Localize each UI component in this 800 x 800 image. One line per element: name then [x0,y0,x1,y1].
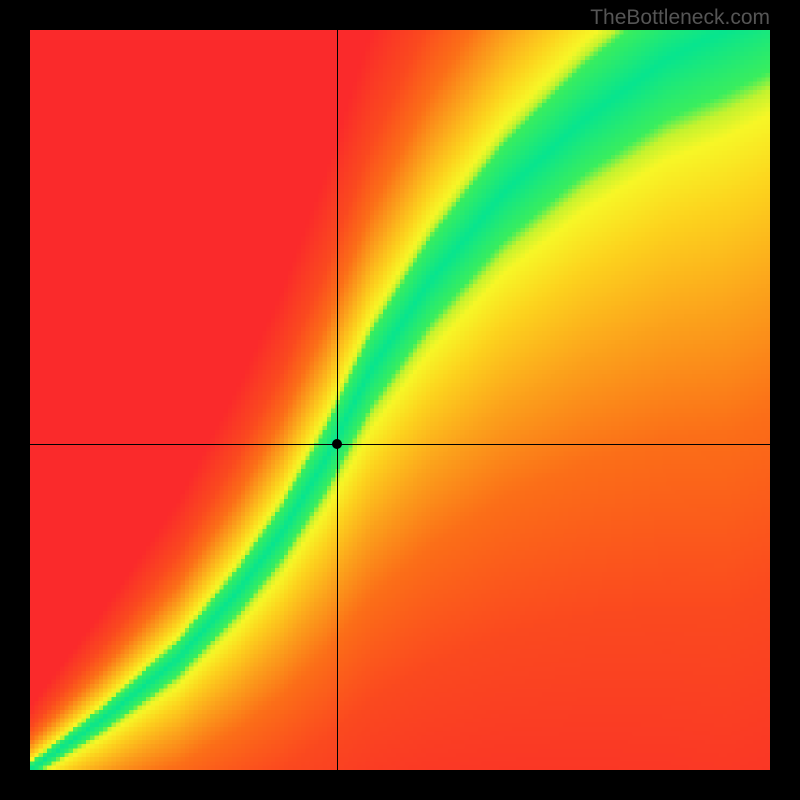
bottleneck-heatmap [30,30,770,770]
heatmap-canvas [30,30,770,770]
crosshair-vertical [337,30,338,770]
selection-marker [332,439,342,449]
crosshair-horizontal [30,444,770,445]
watermark-text: TheBottleneck.com [590,6,770,30]
